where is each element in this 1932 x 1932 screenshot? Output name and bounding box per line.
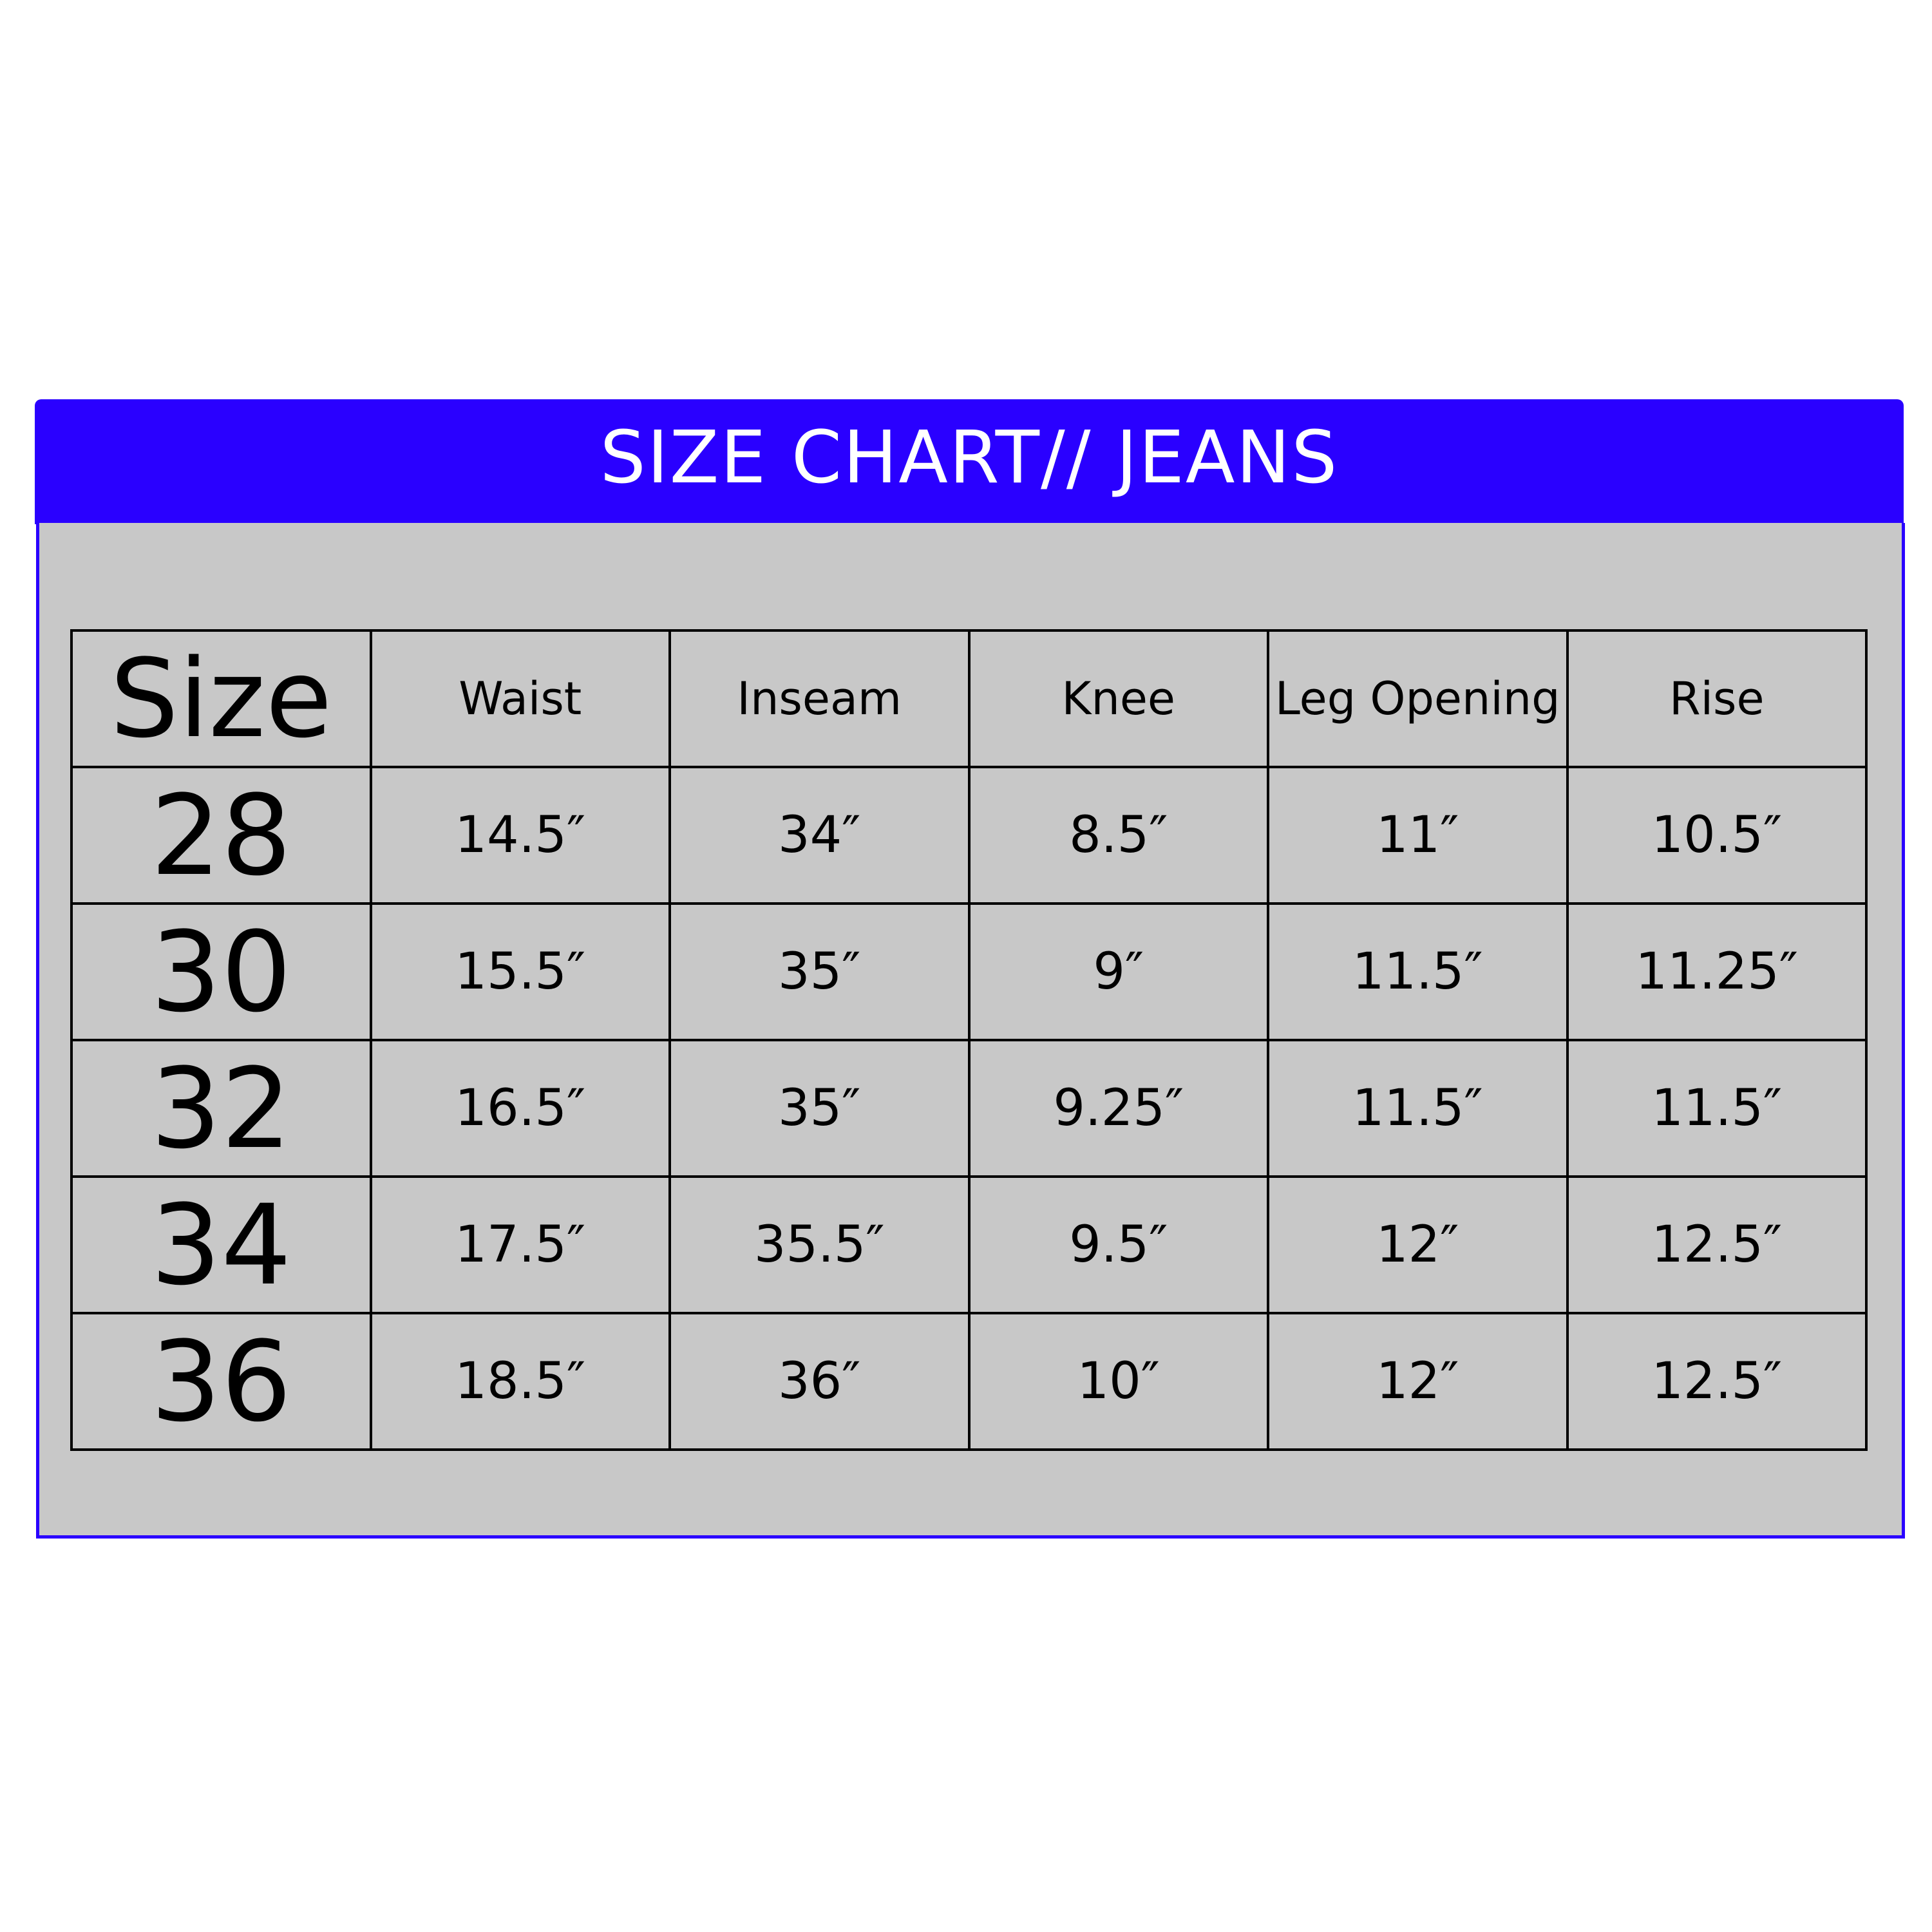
column-header: Inseam: [668, 629, 971, 768]
table-row: 36 18.5″ 36″ 10″ 12″ 12.5″: [70, 1312, 1868, 1451]
size-table: Size Waist Inseam Knee Leg Opening Rise 28 14.5…: [70, 629, 1868, 1451]
table-row: 34 17.5″ 35.5″ 9.5″ 12″ 12.5″: [70, 1175, 1868, 1314]
measurement-cell: 8.5″: [967, 766, 1269, 905]
measurement-cell: 12″: [1267, 1175, 1569, 1314]
column-header: Waist: [369, 629, 671, 768]
header-row: Size Waist Inseam Knee Leg Opening Rise: [70, 629, 1868, 768]
column-header: Size: [70, 629, 372, 768]
measurement-cell: 35″: [668, 1039, 971, 1178]
measurement-cell: 17.5″: [369, 1175, 671, 1314]
measurement-cell: 34″: [668, 766, 971, 905]
measurement-cell: 18.5″: [369, 1312, 671, 1451]
measurement-cell: 11″: [1267, 766, 1569, 905]
measurement-cell: 12.5″: [1566, 1175, 1868, 1314]
table-row: 28 14.5″ 34″ 8.5″ 11″ 10.5″: [70, 766, 1868, 905]
size-cell: 28: [70, 766, 372, 905]
measurement-cell: 15.5″: [369, 902, 671, 1041]
column-header: Knee: [967, 629, 1269, 768]
measurement-cell: 12″: [1267, 1312, 1569, 1451]
table-row: 32 16.5″ 35″ 9.25″ 11.5″ 11.5″: [70, 1039, 1868, 1178]
measurement-cell: 10.5″: [1566, 766, 1868, 905]
measurement-cell: 11.5″: [1267, 902, 1569, 1041]
measurement-cell: 16.5″: [369, 1039, 671, 1178]
measurement-cell: 12.5″: [1566, 1312, 1868, 1451]
measurement-cell: 11.5″: [1566, 1039, 1868, 1178]
chart-title: SIZE CHART// JEANS: [600, 416, 1339, 500]
table-row: 30 15.5″ 35″ 9″ 11.5″ 11.25″: [70, 902, 1868, 1041]
measurement-cell: 11.25″: [1566, 902, 1868, 1041]
title-banner: SIZE CHART// JEANS: [35, 399, 1904, 524]
size-cell: 34: [70, 1175, 372, 1314]
column-header: Rise: [1566, 629, 1868, 768]
size-cell: 32: [70, 1039, 372, 1178]
measurement-cell: 36″: [668, 1312, 971, 1451]
measurement-cell: 14.5″: [369, 766, 671, 905]
size-cell: 36: [70, 1312, 372, 1451]
measurement-cell: 9.5″: [967, 1175, 1269, 1314]
column-header: Leg Opening: [1267, 629, 1569, 768]
measurement-cell: 35.5″: [668, 1175, 971, 1314]
measurement-cell: 10″: [967, 1312, 1269, 1451]
measurement-cell: 35″: [668, 902, 971, 1041]
measurement-cell: 9″: [967, 902, 1269, 1041]
size-cell: 30: [70, 902, 372, 1041]
measurement-cell: 11.5″: [1267, 1039, 1569, 1178]
measurement-cell: 9.25″: [967, 1039, 1269, 1178]
